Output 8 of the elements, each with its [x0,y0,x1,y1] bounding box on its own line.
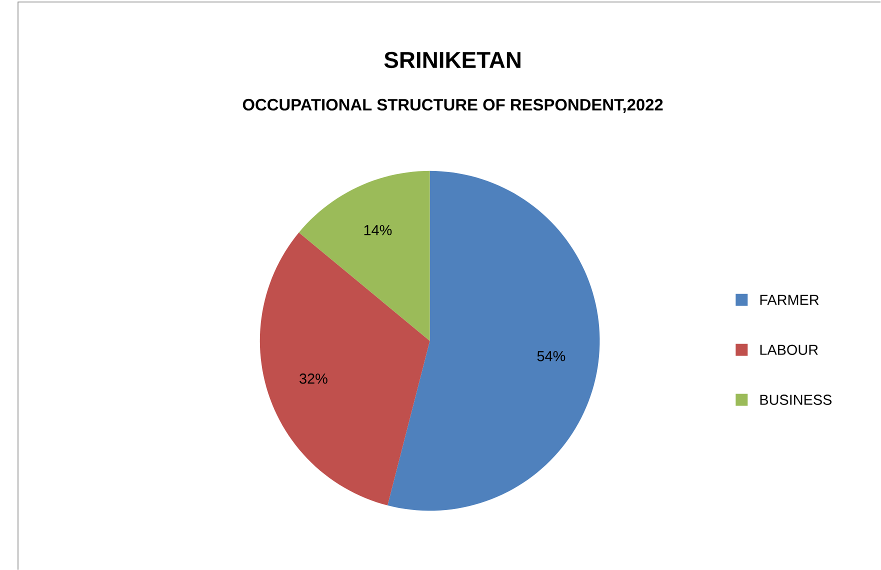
legend-label: FARMER [760,294,819,305]
chart-subtitle: OCCUPATIONAL STRUCTURE OF RESPONDENT,2022 [242,98,663,113]
data-label: 14% [364,225,392,236]
legend-label: LABOUR [760,344,818,355]
chart-title: SRINIKETAN [384,52,520,68]
data-label: 54% [537,351,566,362]
legend-label: BUSINESS [760,394,832,405]
data-label: 32% [300,373,328,384]
